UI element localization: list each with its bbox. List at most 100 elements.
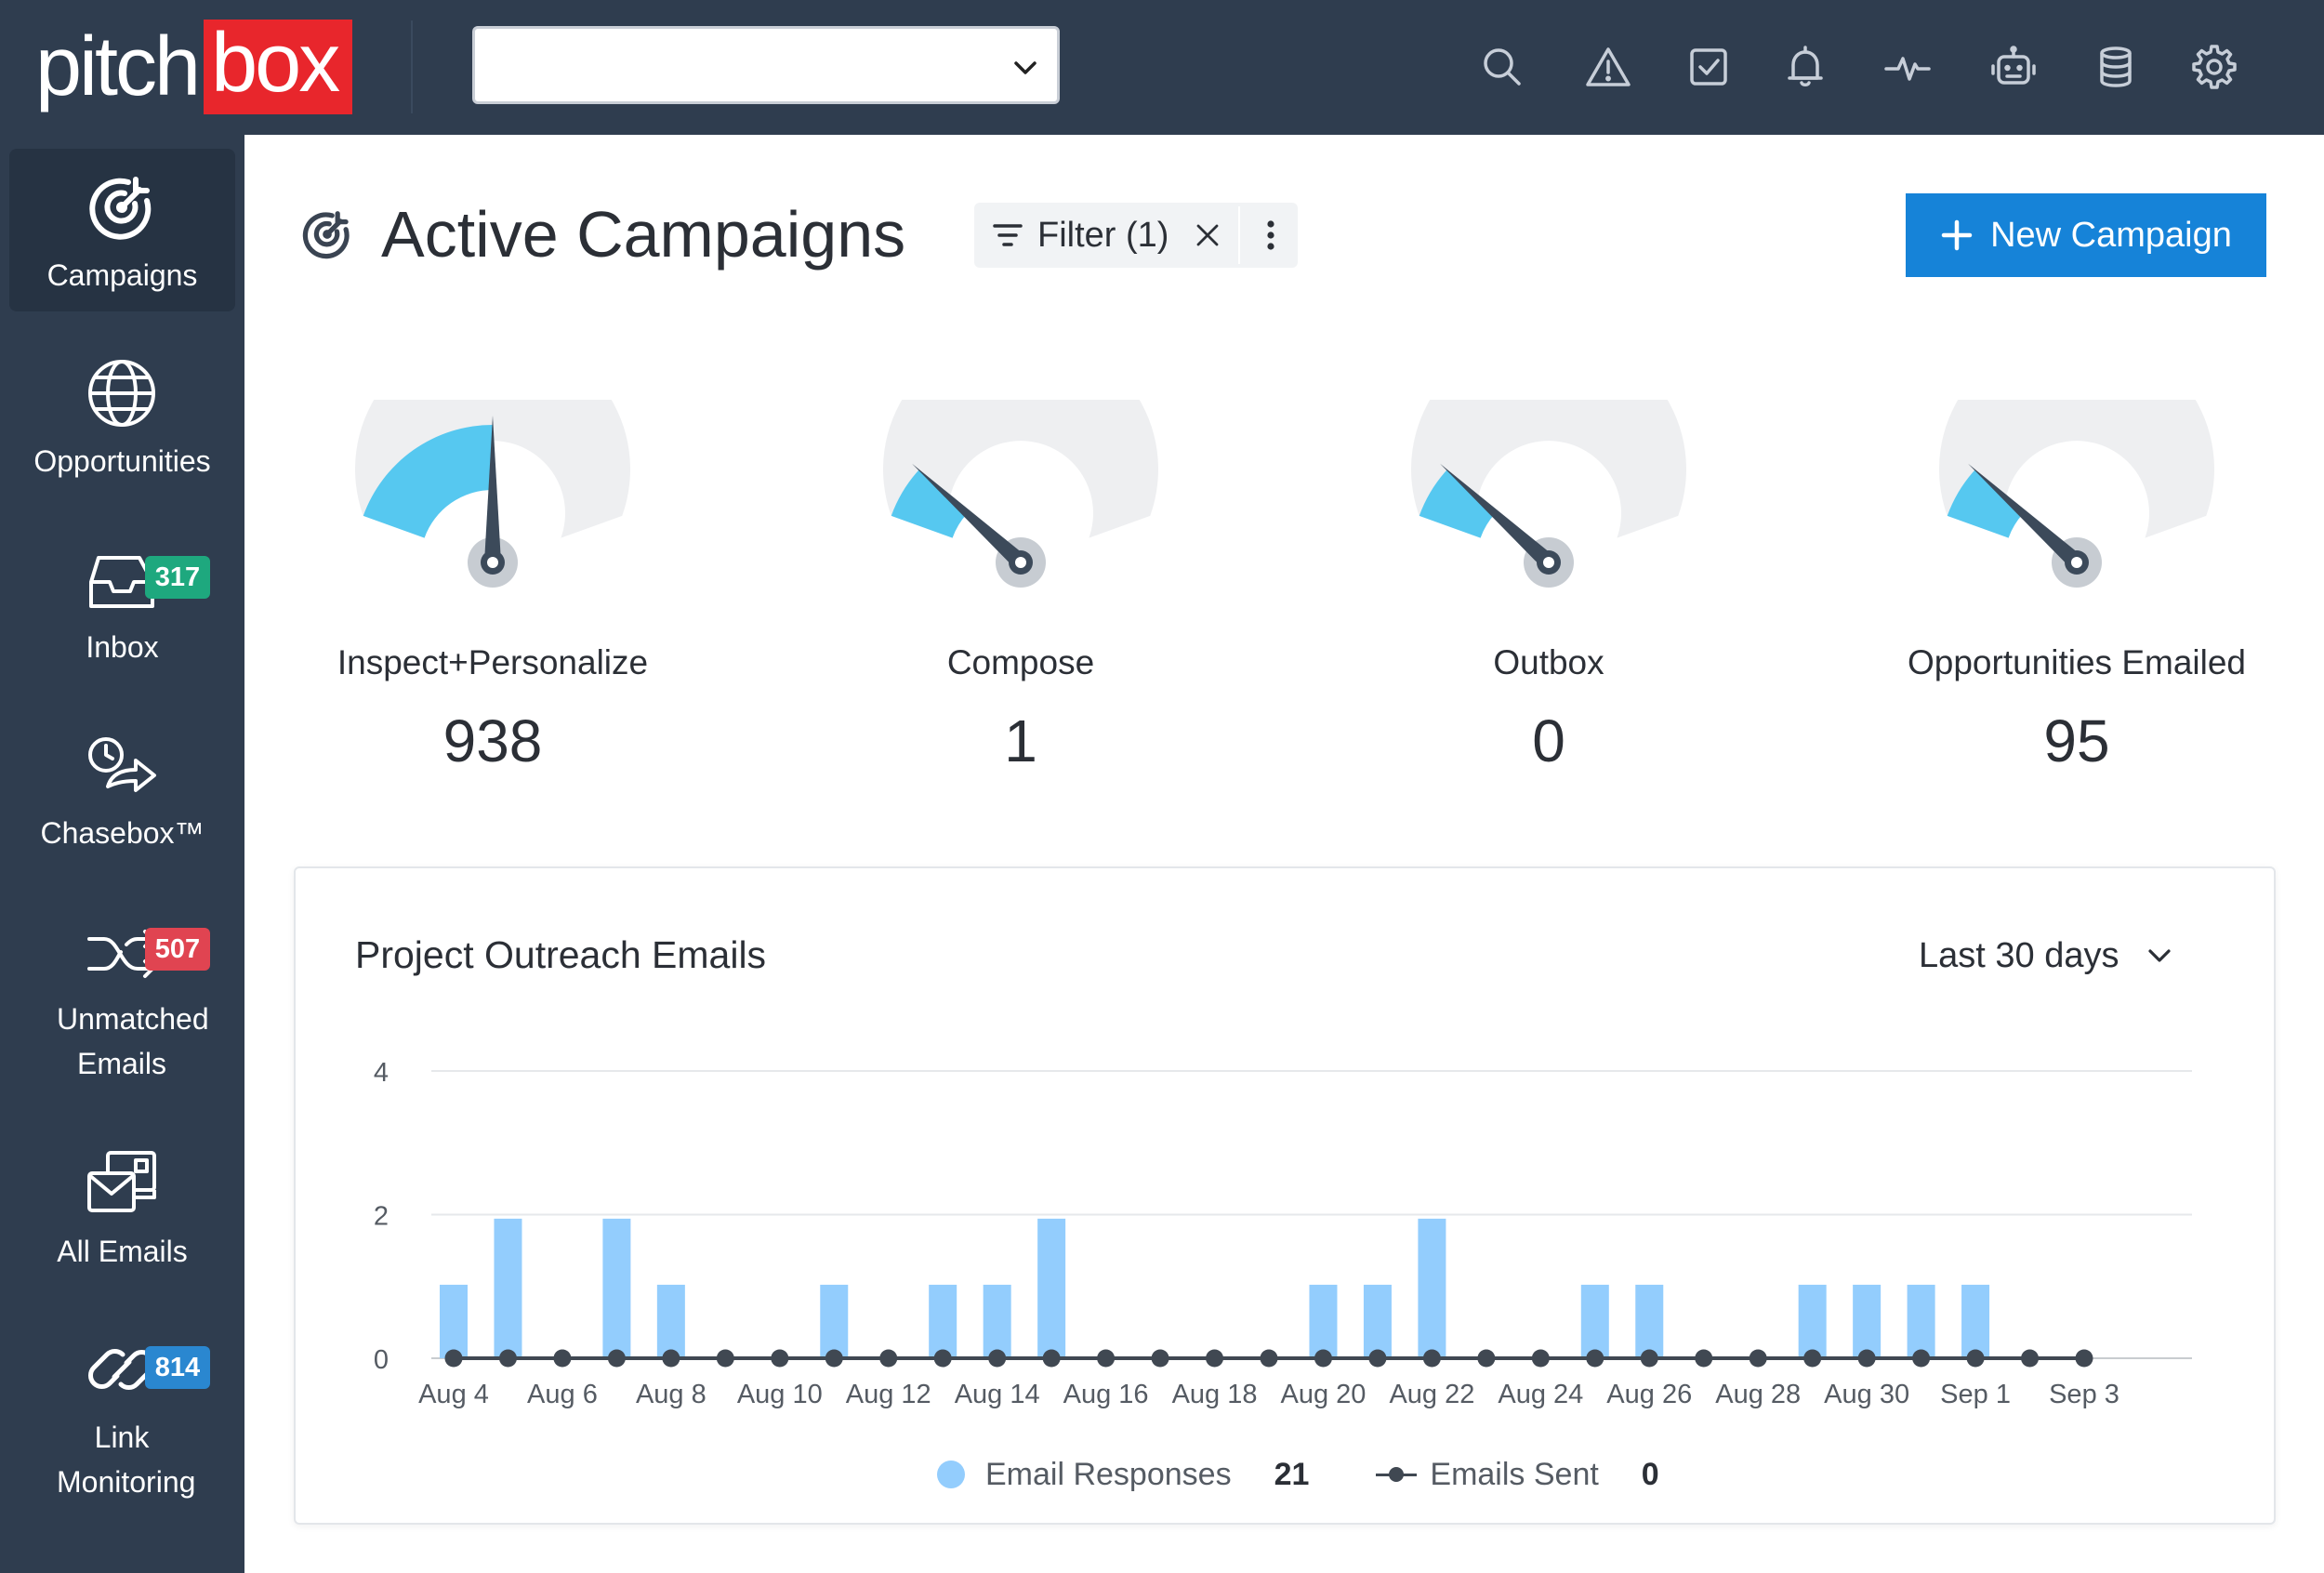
bar-email-responses[interactable] (1037, 1218, 1066, 1358)
outreach-chart: 0 2 4 Aug 4 Aug 6 Aug 8 Aug 10 Aug 12 Aug 14 Aug … (374, 1058, 2192, 1409)
bar-email-responses[interactable] (1907, 1284, 1935, 1358)
robot-icon[interactable] (1980, 33, 2047, 100)
gauge-outbox[interactable]: Outbox 0 (1316, 400, 1781, 790)
bar-email-responses[interactable] (1580, 1284, 1609, 1358)
x-tick-label: Aug 28 (1715, 1380, 1801, 1409)
legend-label: Email Responses (985, 1456, 1232, 1492)
x-tick-label: Aug 22 (1389, 1380, 1474, 1409)
date-range-select[interactable]: Last 30 days (1919, 930, 2174, 982)
bar-email-responses[interactable] (929, 1284, 957, 1358)
point-emails-sent[interactable] (2075, 1349, 2093, 1368)
legend-swatch (937, 1461, 965, 1488)
bar-email-responses[interactable] (1961, 1284, 1990, 1358)
clear-filter-button[interactable] (1181, 203, 1235, 268)
x-tick-label: Aug 16 (1063, 1380, 1149, 1409)
point-emails-sent[interactable] (444, 1349, 463, 1368)
logo-text-pitch: pitch (35, 20, 201, 113)
point-emails-sent[interactable] (1803, 1349, 1822, 1368)
legend-item-emails-sent[interactable]: Emails Sent 0 (1376, 1456, 1659, 1493)
point-emails-sent[interactable] (1586, 1349, 1604, 1368)
point-emails-sent[interactable] (1422, 1349, 1441, 1368)
gear-icon[interactable] (2181, 33, 2248, 100)
legend-total: 0 (1641, 1456, 1659, 1492)
gauge-value: 938 (442, 707, 543, 774)
gauge-dial (1939, 400, 2214, 588)
point-emails-sent[interactable] (1206, 1349, 1224, 1368)
point-emails-sent[interactable] (1368, 1349, 1387, 1368)
bar-email-responses[interactable] (1309, 1284, 1338, 1358)
bar-email-responses[interactable] (1418, 1218, 1446, 1358)
point-emails-sent[interactable] (1260, 1349, 1278, 1368)
target-icon (302, 211, 350, 259)
search-icon[interactable] (1469, 33, 1536, 100)
point-emails-sent[interactable] (1695, 1349, 1713, 1368)
sidebar-item-chasebox[interactable]: Chasebox™ (9, 707, 235, 869)
gauge-value: 1 (1004, 707, 1037, 774)
point-emails-sent[interactable] (1912, 1349, 1931, 1368)
sidebar-item-unmatched-emails[interactable]: 507 Unmatched Emails (9, 892, 235, 1080)
point-emails-sent[interactable] (1314, 1349, 1332, 1368)
point-emails-sent[interactable] (988, 1349, 1007, 1368)
point-emails-sent[interactable] (1477, 1349, 1496, 1368)
filter-button[interactable]: Filter (1) (991, 203, 1169, 268)
point-emails-sent[interactable] (607, 1349, 626, 1368)
point-emails-sent[interactable] (662, 1349, 680, 1368)
gauge-track (355, 400, 630, 538)
chart-legend: Email Responses 21 Emails Sent 0 (937, 1452, 1659, 1497)
legend-total: 21 (1274, 1456, 1310, 1492)
bar-email-responses[interactable] (1363, 1284, 1392, 1358)
bar-email-responses[interactable] (1798, 1284, 1827, 1358)
bar-email-responses[interactable] (602, 1218, 631, 1358)
alert-icon[interactable] (1575, 33, 1642, 100)
filter-icon (993, 224, 1023, 246)
point-emails-sent[interactable] (879, 1349, 898, 1368)
point-emails-sent[interactable] (771, 1349, 789, 1368)
point-emails-sent[interactable] (716, 1349, 734, 1368)
gauge-track (1939, 400, 2214, 538)
gauge-compose[interactable]: Compose 1 (788, 400, 1253, 790)
point-emails-sent[interactable] (825, 1349, 843, 1368)
bar-email-responses[interactable] (494, 1218, 522, 1358)
tasks-icon[interactable] (1675, 33, 1742, 100)
x-tick-label: Aug 6 (527, 1380, 598, 1409)
sidebar-item-opportunities[interactable]: Opportunities (9, 335, 235, 497)
point-emails-sent[interactable] (1640, 1349, 1658, 1368)
sidebar-item-inbox[interactable]: 317 Inbox (9, 521, 235, 683)
point-emails-sent[interactable] (1151, 1349, 1169, 1368)
new-campaign-button[interactable]: New Campaign (1906, 193, 2266, 277)
inbox-count-badge: 317 (145, 556, 210, 599)
more-options-button[interactable] (1246, 203, 1296, 268)
gauge-value: 95 (2043, 707, 2110, 774)
filter-label: Filter (1) (1037, 215, 1169, 255)
close-icon (1196, 224, 1219, 246)
activity-icon[interactable] (1874, 33, 1941, 100)
point-emails-sent[interactable] (553, 1349, 572, 1368)
bar-email-responses[interactable] (440, 1284, 468, 1358)
point-emails-sent[interactable] (2021, 1349, 2040, 1368)
point-emails-sent[interactable] (1857, 1349, 1876, 1368)
bar-email-responses[interactable] (656, 1284, 685, 1358)
bar-email-responses[interactable] (1853, 1284, 1882, 1358)
pitchbox-logo[interactable]: pitch box (35, 20, 353, 114)
gauge-fill (1947, 469, 2024, 538)
point-emails-sent[interactable] (1531, 1349, 1550, 1368)
point-emails-sent[interactable] (498, 1349, 517, 1368)
y-tick-label: 2 (374, 1202, 389, 1232)
bar-email-responses[interactable] (820, 1284, 849, 1358)
project-select[interactable] (472, 26, 1060, 104)
database-icon[interactable] (2082, 33, 2149, 100)
point-emails-sent[interactable] (1097, 1349, 1116, 1368)
sidebar-item-campaigns[interactable]: Campaigns (9, 149, 235, 311)
point-emails-sent[interactable] (1966, 1349, 1985, 1368)
gauge-inspect-personalize[interactable]: Inspect+Personalize 938 (260, 400, 725, 790)
point-emails-sent[interactable] (933, 1349, 952, 1368)
legend-item-email-responses[interactable]: Email Responses 21 (937, 1457, 1309, 1493)
sidebar-item-link-monitoring[interactable]: 814 Link Monitoring (9, 1311, 235, 1499)
point-emails-sent[interactable] (1042, 1349, 1061, 1368)
bell-icon[interactable] (1772, 33, 1839, 100)
gauge-opportunities-emailed[interactable]: Opportunities Emailed 95 (1844, 400, 2309, 790)
bar-email-responses[interactable] (983, 1284, 1011, 1358)
point-emails-sent[interactable] (1749, 1349, 1767, 1368)
bar-email-responses[interactable] (1635, 1284, 1664, 1358)
sidebar-item-all-emails[interactable]: All Emails (9, 1125, 235, 1288)
